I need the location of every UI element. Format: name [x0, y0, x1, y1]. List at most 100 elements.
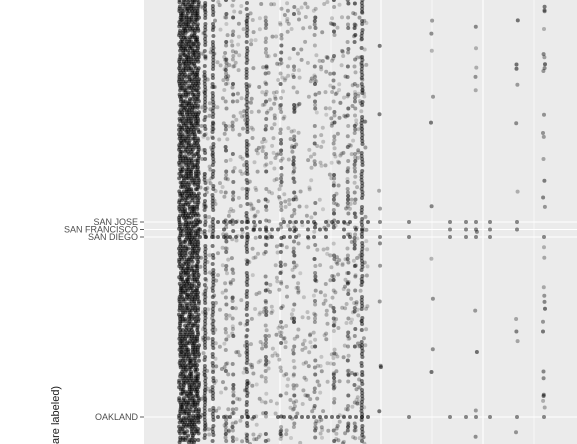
data-point — [203, 271, 207, 275]
data-point — [313, 103, 317, 107]
data-point — [332, 30, 336, 34]
data-point — [293, 265, 297, 269]
data-point — [277, 288, 281, 292]
data-point — [230, 332, 234, 336]
data-point — [354, 273, 358, 277]
data-point — [210, 235, 214, 239]
data-point — [350, 198, 354, 202]
data-point — [315, 144, 319, 148]
data-point — [284, 76, 288, 80]
data-point — [204, 204, 208, 208]
data-point — [270, 126, 274, 130]
data-point — [224, 44, 228, 48]
data-point — [215, 105, 219, 109]
data-point — [292, 407, 296, 411]
data-point — [515, 220, 519, 224]
data-point — [219, 190, 223, 194]
data-point — [343, 306, 347, 310]
data-point — [256, 170, 260, 174]
data-point — [542, 245, 546, 249]
data-point — [337, 161, 341, 165]
data-point — [211, 346, 215, 350]
data-point — [326, 223, 330, 227]
data-point — [360, 235, 364, 239]
data-point — [240, 228, 244, 232]
data-point — [312, 230, 316, 234]
data-point — [244, 323, 248, 327]
data-point — [252, 437, 256, 441]
data-point — [314, 53, 318, 57]
data-point — [200, 105, 204, 109]
data-point — [353, 334, 357, 338]
data-point — [286, 126, 290, 130]
data-point — [279, 138, 283, 142]
data-point — [203, 208, 207, 212]
data-point — [210, 135, 214, 139]
data-point — [198, 130, 202, 134]
data-point — [292, 191, 296, 195]
data-point — [212, 294, 216, 298]
data-point — [263, 164, 267, 168]
data-point — [209, 146, 213, 150]
data-point — [349, 297, 353, 301]
data-point — [353, 345, 357, 349]
data-point — [350, 152, 354, 156]
data-point — [363, 146, 367, 150]
data-point — [488, 228, 492, 232]
data-point — [225, 137, 229, 141]
data-point — [291, 348, 295, 352]
data-point — [226, 177, 230, 181]
data-point — [234, 220, 238, 224]
data-point — [321, 126, 325, 130]
data-point — [429, 32, 433, 36]
data-point — [181, 392, 185, 396]
data-point — [235, 239, 239, 243]
data-point — [249, 42, 253, 46]
data-point — [284, 345, 288, 349]
data-point — [258, 228, 262, 232]
data-point — [224, 369, 228, 373]
data-point — [231, 383, 235, 387]
data-point — [298, 76, 302, 80]
data-point — [207, 427, 211, 431]
data-point — [271, 354, 275, 358]
data-point — [366, 220, 370, 224]
data-point — [231, 429, 235, 433]
data-point — [211, 26, 215, 30]
data-point — [313, 359, 317, 363]
data-point — [279, 51, 283, 55]
data-point — [231, 93, 235, 97]
data-point — [210, 47, 214, 51]
data-point — [258, 433, 262, 437]
data-point — [245, 439, 249, 443]
data-point — [313, 159, 317, 163]
data-point — [542, 294, 546, 298]
data-point — [205, 369, 209, 373]
data-point — [231, 54, 235, 58]
data-point — [364, 215, 368, 219]
data-point — [331, 356, 335, 360]
data-point — [264, 334, 268, 338]
data-point — [216, 235, 220, 239]
data-point — [348, 207, 352, 211]
data-point — [264, 355, 268, 359]
data-point — [238, 133, 242, 137]
data-point — [241, 127, 245, 131]
data-point — [245, 424, 249, 428]
data-point — [279, 33, 283, 37]
data-point — [245, 370, 249, 374]
data-point — [318, 263, 322, 267]
data-point — [305, 394, 309, 398]
data-point — [218, 3, 222, 7]
data-point — [280, 243, 284, 247]
data-point — [207, 433, 211, 437]
data-point — [208, 225, 212, 229]
data-point — [203, 301, 207, 305]
data-point — [279, 208, 283, 212]
data-point — [354, 415, 358, 419]
data-point — [294, 228, 298, 232]
data-point — [200, 157, 204, 161]
data-point — [264, 124, 268, 128]
data-point — [474, 235, 478, 239]
data-point — [258, 220, 262, 224]
